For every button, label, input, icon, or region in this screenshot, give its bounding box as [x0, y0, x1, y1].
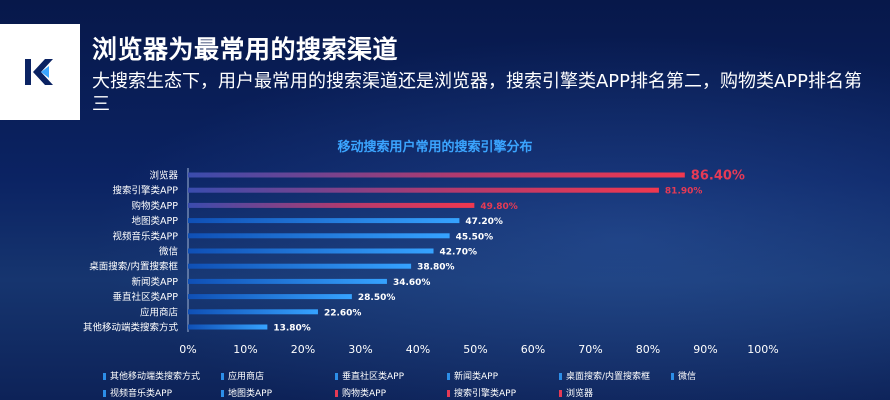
- x-tick-label: 0%: [179, 343, 196, 356]
- category-label: 微信: [159, 246, 178, 258]
- category-label: 桌面搜索/内置搜索框: [89, 261, 178, 273]
- legend-label: 其他移动端类搜索方式: [110, 370, 200, 382]
- category-label: 视频音乐类APP: [113, 230, 179, 242]
- category-label: 垂直社区类APP: [113, 291, 179, 303]
- bar: [188, 294, 352, 300]
- data-label: 86.40%: [691, 169, 745, 184]
- page-title: 浏览器为最常用的搜索渠道: [92, 35, 399, 64]
- legend-label: 应用商店: [228, 370, 264, 382]
- legend-swatch: [447, 373, 450, 380]
- legend-label: 微信: [678, 370, 696, 382]
- legend-label: 垂直社区类APP: [342, 370, 405, 382]
- data-label: 42.70%: [440, 248, 478, 258]
- x-tick-label: 10%: [233, 343, 257, 356]
- logo: [0, 24, 80, 120]
- bar: [188, 202, 475, 208]
- data-label: 28.50%: [358, 293, 396, 303]
- data-label: 13.80%: [273, 324, 311, 334]
- x-tick-label: 40%: [406, 343, 430, 356]
- bar: [188, 278, 387, 284]
- legend-label: 新闻类APP: [454, 370, 499, 382]
- data-label: 45.50%: [456, 232, 494, 242]
- legend-label: 视频音乐类APP: [110, 387, 173, 399]
- legend-swatch: [447, 390, 450, 397]
- category-label: 地图类APP: [132, 215, 179, 227]
- legend-swatch: [671, 373, 674, 380]
- x-tick-label: 50%: [463, 343, 487, 356]
- bar: [188, 218, 460, 224]
- bar: [188, 309, 318, 315]
- data-label: 49.80%: [480, 202, 517, 212]
- legend-label: 浏览器: [566, 387, 593, 399]
- x-tick-label: 60%: [521, 343, 545, 356]
- legend-swatch: [559, 373, 562, 380]
- data-label: 22.60%: [324, 308, 362, 318]
- legend-swatch: [103, 373, 106, 380]
- legend-swatch: [335, 373, 338, 380]
- category-label: 新闻类APP: [132, 276, 179, 288]
- x-tick-label: 20%: [291, 343, 315, 356]
- x-tick-label: 100%: [747, 343, 778, 356]
- category-label: 应用商店: [140, 306, 178, 318]
- category-label: 购物类APP: [132, 200, 179, 212]
- category-label: 浏览器: [149, 170, 178, 182]
- plot-area: 浏览器 86.40% 搜索引擎类APP 81.90% 购物类APP 49.80% 地图类AP…: [83, 168, 779, 356]
- page-subtitle: 大搜索生态下，用户最常用的搜索渠道还是浏览器，搜索引擎类APP排名第二，购物类A…: [92, 71, 863, 115]
- legend-swatch: [559, 390, 562, 397]
- legend-label: 搜索引擎类APP: [454, 387, 517, 399]
- bar: [188, 187, 659, 193]
- bar: [188, 263, 412, 269]
- x-tick-label: 70%: [578, 343, 602, 356]
- x-tick-label: 90%: [693, 343, 717, 356]
- bar: [188, 233, 450, 239]
- data-label: 34.60%: [393, 278, 431, 288]
- category-label: 其他移动端类搜索方式: [83, 322, 179, 334]
- bar: [188, 172, 685, 178]
- legend-label: 地图类APP: [228, 387, 273, 399]
- slide-header: 浏览器为最常用的搜索渠道 大搜索生态下，用户最常用的搜索渠道还是浏览器，搜索引擎…: [0, 0, 890, 120]
- data-label: 47.20%: [465, 217, 503, 227]
- legend-swatch: [221, 373, 224, 380]
- data-label: 81.90%: [665, 187, 703, 197]
- legend-swatch: [103, 390, 106, 397]
- legend: 其他移动端类搜索方式 应用商店 垂直社区类APP 新闻类APP 桌面搜索/内置搜索框 微信…: [103, 370, 696, 399]
- legend-label: 桌面搜索/内置搜索框: [566, 370, 650, 382]
- legend-swatch: [335, 390, 338, 397]
- category-label: 搜索引擎类APP: [113, 185, 179, 197]
- legend-swatch: [221, 390, 224, 397]
- logo-icon: [25, 59, 53, 85]
- legend-label: 购物类APP: [342, 387, 387, 399]
- bar: [188, 324, 268, 330]
- chart-title: 移动搜索用户常用的搜索引擎分布: [337, 139, 532, 155]
- x-tick-label: 80%: [636, 343, 660, 356]
- data-label: 38.80%: [417, 263, 455, 273]
- bar: [188, 248, 434, 254]
- x-tick-label: 30%: [348, 343, 372, 356]
